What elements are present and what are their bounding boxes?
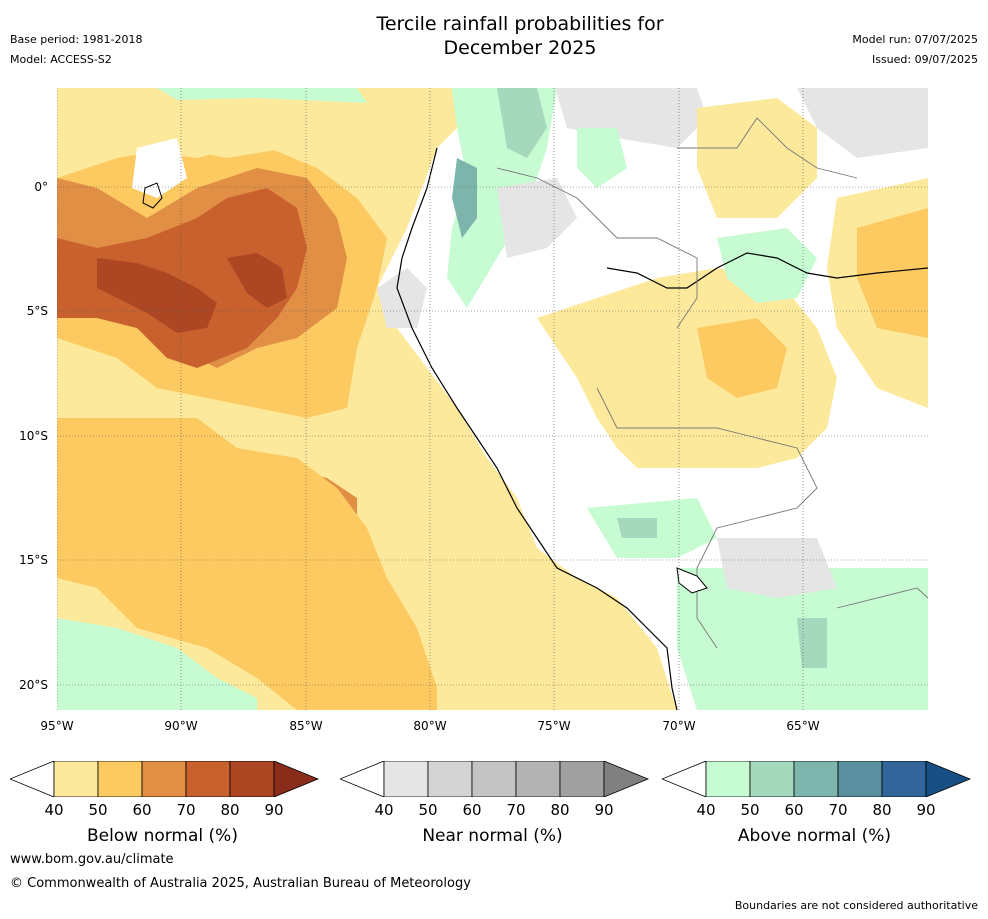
meta-right: Model run: 07/07/2025 Issued: 09/07/2025 [852, 30, 978, 70]
above-40-southwest [57, 618, 257, 710]
near-40-northeast [797, 88, 928, 158]
lon-label-90w: 90°W [164, 719, 198, 733]
tick: 90 [264, 801, 284, 819]
tick: 80 [550, 801, 570, 819]
colorbar-box [705, 761, 751, 797]
galapagos-island [142, 182, 163, 209]
base-period: Base period: 1981-2018 [10, 33, 143, 46]
tick: 50 [88, 801, 108, 819]
colorbar-max-triangle [925, 761, 972, 797]
amazon-river [606, 252, 929, 289]
lat-label-20s: 20°S [19, 678, 48, 692]
tick: 70 [176, 801, 196, 819]
near-normal-label: Near normal (%) [422, 826, 563, 846]
lat-label-10s: 10°S [19, 429, 48, 443]
below-80-region [97, 258, 217, 333]
lat-label-15s: 15°S [19, 553, 48, 567]
above-50-south-east [797, 618, 827, 668]
above-40-patch [577, 128, 627, 188]
colorbar-box [229, 761, 275, 797]
model-run: Model run: 07/07/2025 [852, 33, 978, 46]
lon-label-95w: 95°W [40, 719, 74, 733]
lon-label-85w: 85°W [289, 719, 323, 733]
lake-titicaca [676, 567, 708, 594]
issued-date: Issued: 09/07/2025 [871, 53, 978, 66]
gridlines [56, 88, 928, 710]
colorbar-box [53, 761, 99, 797]
near-normal-colorbar [340, 761, 650, 797]
above-normal-label: Above normal (%) [737, 826, 892, 846]
tick: 80 [872, 801, 892, 819]
lat-label-0: 0° [34, 180, 48, 194]
border-line-2 [677, 117, 858, 179]
lon-label-80w: 80°W [413, 719, 447, 733]
tick: 50 [740, 801, 760, 819]
colorbar-max-triangle [273, 761, 320, 797]
tick: 70 [828, 801, 848, 819]
below-40-north [57, 108, 367, 198]
near-40-coast [377, 268, 427, 328]
tick: 90 [916, 801, 936, 819]
border-line-3 [596, 387, 818, 649]
tick: 40 [44, 801, 64, 819]
above-40-top [157, 88, 367, 103]
lon-label-65w: 65°W [786, 719, 820, 733]
colorbar-box [837, 761, 883, 797]
meta-left: Base period: 1981-2018 Model: ACCESS-S2 [10, 30, 142, 70]
lon-label-70w: 70°W [662, 719, 696, 733]
colorbar-min-triangle [10, 761, 55, 797]
colorbar-box [383, 761, 429, 797]
border-line-4 [836, 587, 929, 609]
coastline [396, 147, 678, 711]
map-canvas [56, 88, 929, 711]
below-70-region [57, 188, 307, 368]
below-80-region-2 [227, 253, 287, 308]
bom-url: www.bom.gov.au/climate [10, 852, 174, 867]
boundaries-note: Boundaries are not considered authoritat… [734, 899, 978, 912]
colorbar-box [141, 761, 187, 797]
colorbar-box [427, 761, 473, 797]
near-40-south [717, 538, 837, 598]
colorbar-box [881, 761, 927, 797]
near-40-center [497, 178, 577, 258]
colorbar-box [749, 761, 795, 797]
tick: 60 [784, 801, 804, 819]
colorbar-box [471, 761, 517, 797]
colorbar-max-triangle [603, 761, 650, 797]
tick: 70 [506, 801, 526, 819]
below-normal-label: Below normal (%) [87, 826, 238, 846]
colorbar-box [97, 761, 143, 797]
colorbar-min-triangle [662, 761, 707, 797]
above-50-north [497, 88, 547, 158]
copyright-text: © Commonwealth of Australia 2025, Austra… [10, 876, 471, 891]
below-50-east [857, 208, 928, 338]
colorbar-box [793, 761, 839, 797]
lat-label-5s: 5°S [26, 304, 48, 318]
tick: 90 [594, 801, 614, 819]
tick: 60 [132, 801, 152, 819]
lon-label-75w: 75°W [537, 719, 571, 733]
map-title: Tercile rainfall probabilities for Decem… [376, 13, 664, 59]
below-50-south [57, 418, 437, 710]
tick: 50 [418, 801, 438, 819]
tick: 80 [220, 801, 240, 819]
rainfall-map [56, 88, 929, 711]
tick: 40 [374, 801, 394, 819]
colorbar-min-triangle [340, 761, 385, 797]
below-40-northeast [697, 98, 817, 218]
tick: 60 [462, 801, 482, 819]
tick: 40 [696, 801, 716, 819]
model-name: Model: ACCESS-S2 [10, 53, 112, 66]
above-60-patch [452, 158, 477, 238]
normal-patch [132, 138, 187, 198]
border-line-1 [496, 167, 698, 329]
above-50-south-center [617, 518, 657, 538]
below-50-interior [697, 318, 787, 398]
colorbar-box [185, 761, 231, 797]
above-40-amazon [717, 228, 817, 303]
below-normal-colorbar [10, 761, 320, 797]
colorbar-box [515, 761, 561, 797]
above-normal-colorbar [662, 761, 972, 797]
colorbar-box [559, 761, 605, 797]
